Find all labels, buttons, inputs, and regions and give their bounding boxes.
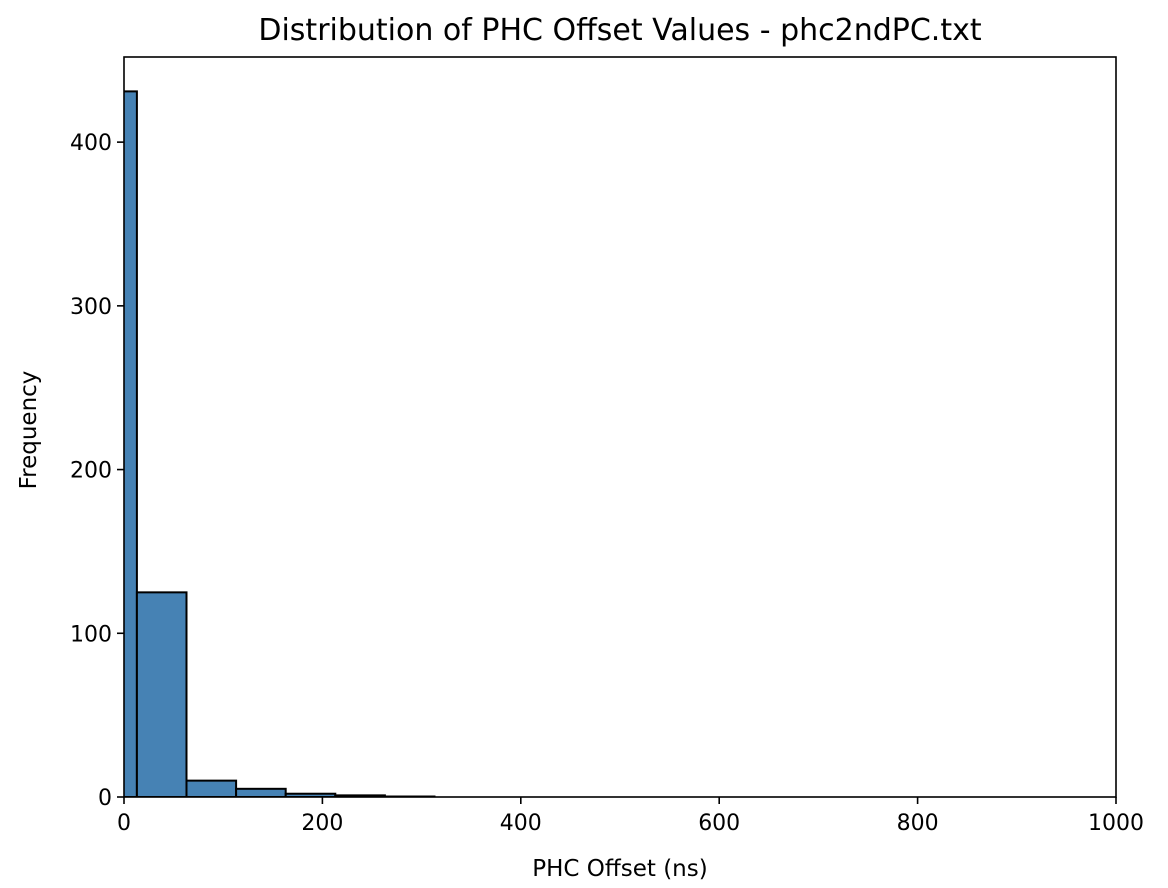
- histogram-bars: [124, 90, 436, 797]
- y-tick-label: 400: [70, 131, 112, 156]
- chart-title: Distribution of PHC Offset Values - phc2…: [258, 13, 982, 48]
- y-tick-label: 0: [98, 786, 112, 811]
- x-tick-label: 800: [897, 811, 939, 836]
- y-axis-label: Frequency: [16, 371, 42, 490]
- histogram-bar-0: [124, 90, 138, 797]
- histogram-bar-3: [235, 787, 287, 797]
- histogram-bar-1: [135, 591, 188, 797]
- x-axis-label: PHC Offset (ns): [532, 856, 707, 882]
- x-tick-label: 1000: [1088, 811, 1144, 836]
- histogram-bar-2: [185, 779, 238, 797]
- y-axis-ticks: 0 100 200 300 400: [70, 131, 124, 811]
- x-tick-label: 400: [500, 811, 542, 836]
- x-tick-label: 200: [301, 811, 343, 836]
- plot-frame: [123, 56, 1117, 798]
- x-tick-label: 0: [117, 811, 131, 836]
- x-axis-ticks: 0 200 400 600 800 1000: [117, 797, 1144, 836]
- y-tick-label: 300: [70, 295, 112, 320]
- x-tick-label: 600: [698, 811, 740, 836]
- y-tick-label: 200: [70, 459, 112, 484]
- y-tick-label: 100: [70, 622, 112, 647]
